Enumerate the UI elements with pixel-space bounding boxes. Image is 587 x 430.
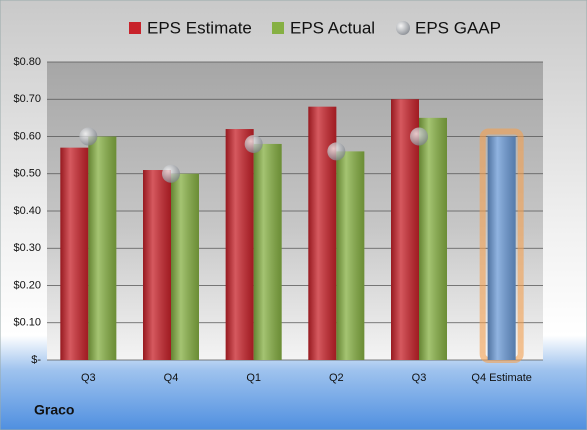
x-tick-label: Q3 <box>81 372 96 384</box>
legend-marker <box>396 21 410 35</box>
y-tick-label: $0.80 <box>13 56 41 68</box>
bar-shine <box>419 117 447 360</box>
y-tick-label: $0.40 <box>13 205 41 217</box>
bar-shine <box>487 136 516 360</box>
bar-shine <box>336 151 365 360</box>
bar-shine <box>88 136 117 360</box>
gaap-marker <box>327 142 346 161</box>
x-tick-label: Q2 <box>329 372 344 384</box>
x-tick-label: Q4 Estimate <box>471 372 532 384</box>
bar-shine <box>143 170 171 360</box>
y-tick-label: $0.70 <box>13 93 41 105</box>
bar-shine <box>60 147 89 360</box>
gaap-marker <box>244 134 263 153</box>
bar-shine <box>171 173 199 360</box>
gaap-marker <box>410 127 428 146</box>
bar-shine <box>225 129 254 360</box>
x-tick-label: Q1 <box>246 372 261 384</box>
x-tick-label: Q4 <box>164 372 179 384</box>
legend-label: EPS Actual <box>290 18 375 37</box>
y-tick-label: $0.10 <box>13 317 41 329</box>
legend-label: EPS Estimate <box>147 18 252 37</box>
legend-marker <box>129 22 141 34</box>
y-tick-label: $- <box>31 354 41 366</box>
y-tick-label: $0.50 <box>13 168 41 180</box>
legend-marker <box>272 22 284 34</box>
company-name: Graco <box>34 402 74 418</box>
bar-shine <box>253 143 282 360</box>
legend-label: EPS GAAP <box>415 18 501 37</box>
y-tick-label: $0.60 <box>13 130 41 142</box>
gaap-marker <box>162 164 180 183</box>
y-tick-label: $0.20 <box>13 279 41 291</box>
y-tick-label: $0.30 <box>13 242 41 254</box>
gaap-marker <box>79 127 98 146</box>
x-tick-label: Q3 <box>412 372 427 384</box>
